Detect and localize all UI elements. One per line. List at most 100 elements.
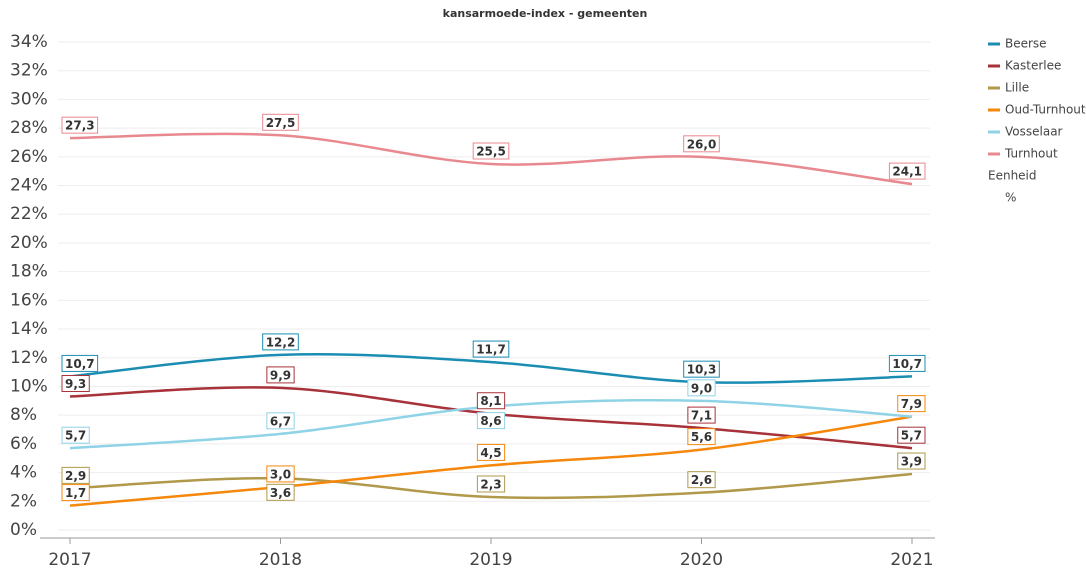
data-label: 8,6 [476,412,506,430]
legend-label: Lille [1005,81,1029,95]
data-label-box [262,333,299,351]
data-label-box [683,135,720,153]
data-label: 1,7 [61,484,90,502]
data-label-text: 8,6 [480,414,501,428]
data-label-box [61,375,90,393]
data-label-box [266,483,295,501]
data-label-box [897,452,926,470]
data-label: 2,6 [687,471,716,489]
y-tick-label: 30% [10,89,48,109]
data-label-box [266,412,295,430]
data-label: 2,3 [476,475,506,493]
data-label: 10,3 [683,360,720,378]
data-label-box [687,406,716,424]
data-label: 5,7 [897,426,926,444]
y-tick-label: 10% [10,376,48,396]
data-label-text: 10,7 [892,357,922,371]
x-tick-label: 2020 [680,550,723,569]
legend-label: Kasterlee [1005,59,1061,73]
chart-title: kansarmoede-index - gemeenten [443,7,648,20]
y-tick-label: 32% [10,61,48,81]
y-tick-label: 24% [10,176,48,196]
series-line [69,353,913,384]
y-tick-label: 0% [10,520,37,540]
data-label: 12,2 [262,333,299,351]
y-tick-label: 2% [10,491,37,511]
data-label-text: 3,6 [270,486,291,500]
x-tick-label: 2017 [48,550,91,569]
data-label-text: 11,7 [476,343,506,357]
data-label: 10,7 [61,354,99,372]
data-label-text: 27,3 [65,119,95,133]
data-label: 8,1 [476,392,506,410]
data-label-box [266,366,295,384]
data-label-text: 4,5 [480,446,501,460]
data-label: 9,0 [687,379,716,397]
series-line [69,132,913,186]
data-label-box [476,475,506,493]
data-label-text: 7,1 [691,409,712,423]
data-label: 10,7 [888,354,926,372]
data-label-text: 10,7 [65,357,95,371]
data-label-text: 26,0 [687,137,717,151]
data-label-box [687,379,716,397]
data-label: 27,5 [262,113,299,131]
data-label-box [61,484,90,502]
y-tick-label: 34% [10,32,48,52]
y-tick-label: 8% [10,405,37,425]
y-tick-label: 28% [10,118,48,138]
data-label-text: 2,6 [691,473,712,487]
data-label-box [897,426,926,444]
legend-label: Beerse [1005,37,1047,51]
data-label: 7,9 [897,395,926,413]
data-label: 5,6 [687,428,716,446]
data-label: 25,5 [472,142,510,160]
legend-label: Turnhout [1004,147,1058,161]
data-label: 4,5 [476,443,506,461]
data-label: 27,3 [61,116,99,134]
data-label-box [888,162,926,180]
data-label-box [61,426,90,444]
data-label-box [687,471,716,489]
data-label-text: 12,2 [266,335,296,349]
data-label-text: 3,9 [901,455,922,469]
data-label-box [472,142,510,160]
data-label-text: 7,9 [901,397,922,411]
data-label: 11,7 [472,340,510,358]
data-label-text: 2,9 [65,469,86,483]
data-label-text: 3,0 [270,467,291,481]
data-label-text: 2,3 [480,477,501,491]
data-label-box [476,392,506,410]
data-label-text: 5,7 [901,429,922,443]
data-label-box [476,443,506,461]
data-label-text: 5,7 [65,429,86,443]
data-label: 3,0 [266,465,295,483]
y-tick-label: 14% [10,319,48,339]
data-label: 2,9 [61,466,90,484]
data-label-text: 1,7 [65,486,86,500]
data-label: 26,0 [683,135,720,153]
data-label-text: 27,5 [266,116,296,130]
y-tick-label: 6% [10,434,37,454]
data-label: 24,1 [888,162,926,180]
x-tick-label: 2019 [469,550,512,569]
y-tick-label: 20% [10,233,48,253]
data-label-box [262,113,299,131]
data-label-box [683,360,720,378]
data-label: 5,7 [61,426,90,444]
data-label-box [897,395,926,413]
data-label-text: 24,1 [892,165,922,179]
data-label-box [266,465,295,483]
legend-unit-title: Eenheid [988,169,1037,183]
y-tick-label: 4% [10,463,37,483]
y-tick-label: 26% [10,147,48,167]
data-label-text: 5,6 [691,430,712,444]
x-tick-label: 2021 [890,550,933,569]
data-label: 9,3 [61,375,90,393]
data-label: 9,9 [266,366,295,384]
data-label-text: 25,5 [476,145,506,159]
x-tick-label: 2018 [259,550,302,569]
data-label-box [687,428,716,446]
data-label: 3,9 [897,452,926,470]
legend-unit: % [1005,191,1016,205]
